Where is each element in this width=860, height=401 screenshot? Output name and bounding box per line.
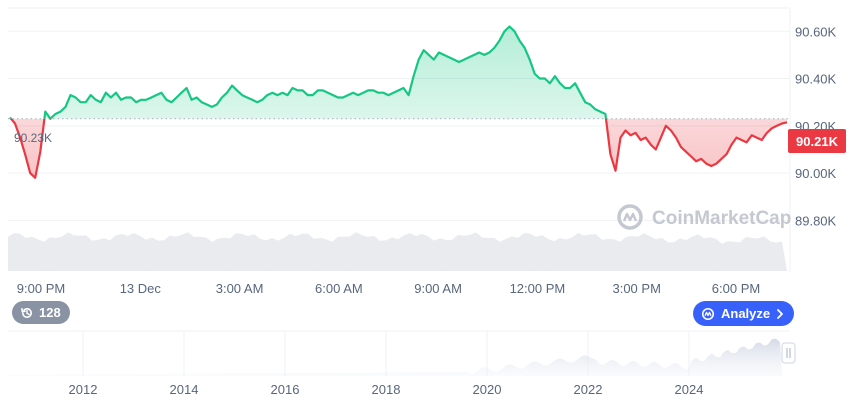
last-price-tag: 90.21K	[788, 129, 846, 153]
analyze-button[interactable]: Analyze	[693, 301, 795, 326]
navigator-year-label: 2016	[271, 382, 300, 397]
price-line-above-baseline	[9, 25, 608, 119]
last-price-label: 90.21K	[796, 134, 839, 149]
navigator-year-ticks: 2012 2014 2016 2018 2020 2022 2024	[69, 382, 704, 397]
history-icon	[21, 307, 32, 318]
navigator-year-label: 2020	[473, 382, 502, 397]
x-tick-label: 6:00 AM	[315, 281, 363, 296]
history-badge[interactable]: 128	[12, 301, 70, 324]
navigator-year-label: 2014	[170, 382, 199, 397]
y-tick-label: 90.60K	[795, 24, 837, 39]
x-tick-label: 6:00 PM	[712, 281, 760, 296]
navigator-year-label: 2024	[675, 382, 704, 397]
price-gridlines	[8, 7, 791, 272]
y-tick-label: 89.80K	[795, 213, 837, 228]
navigator-year-label: 2018	[372, 382, 401, 397]
drag-handle-icon[interactable]	[781, 342, 796, 364]
x-tick-label: 9:00 AM	[414, 281, 462, 296]
navigator-area	[8, 338, 782, 376]
baseline-price-label: 90.23K	[14, 131, 52, 145]
time-range-navigator[interactable]: 2012 2014 2016 2018 2020 2022 2024	[8, 330, 796, 397]
x-axis-ticks: 9:00 PM 13 Dec 3:00 AM 6:00 AM 9:00 AM 12:00 …	[17, 281, 760, 296]
navigator-year-label: 2022	[574, 382, 603, 397]
volume-bars	[8, 232, 787, 271]
analyze-label: Analyze	[721, 306, 771, 321]
x-tick-label: 3:00 AM	[216, 281, 264, 296]
price-line-below-baseline	[9, 118, 788, 179]
y-tick-label: 90.00K	[795, 166, 837, 181]
price-area-above-baseline	[10, 26, 787, 119]
chevron-right-icon	[777, 308, 784, 319]
coinmarketcap-watermark: CoinMarketCap	[617, 204, 791, 230]
x-tick-label: 3:00 PM	[612, 281, 660, 296]
history-count: 128	[39, 305, 61, 320]
navigator-year-label: 2012	[69, 382, 98, 397]
x-tick-label: 9:00 PM	[17, 281, 65, 296]
coinmarketcap-logo-icon	[617, 204, 643, 230]
coinmarketcap-logo-icon	[701, 307, 715, 320]
price-area-below-baseline	[11, 118, 787, 178]
x-tick-label: 12:00 PM	[510, 281, 566, 296]
y-tick-label: 90.40K	[795, 72, 837, 87]
watermark-text: CoinMarketCap	[652, 208, 791, 229]
x-tick-label: 13 Dec	[120, 281, 162, 296]
